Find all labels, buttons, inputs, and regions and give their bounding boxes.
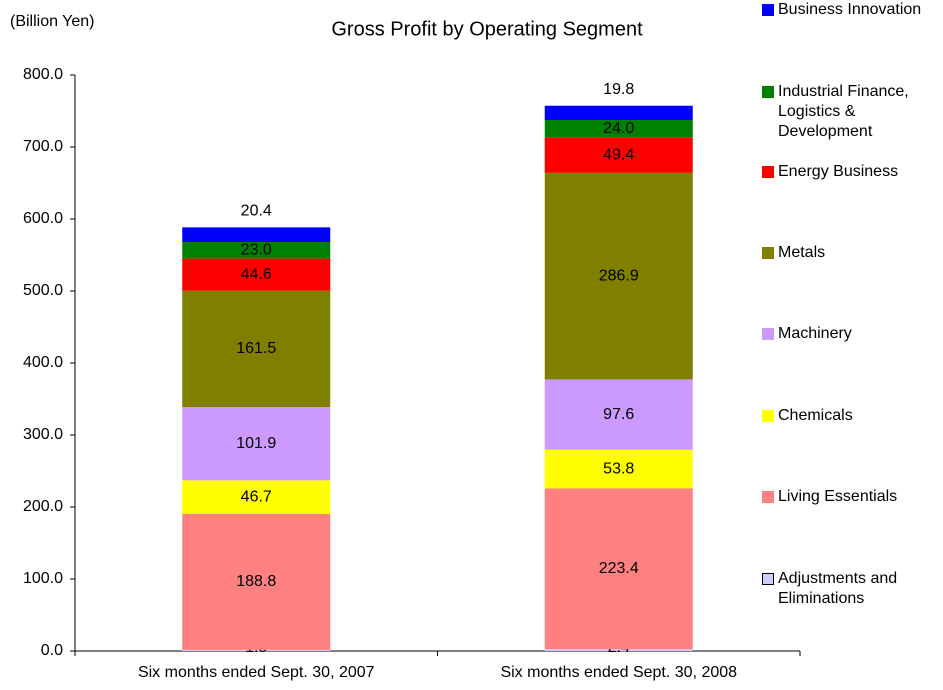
legend-swatch — [762, 166, 774, 178]
bar-segment — [544, 649, 693, 651]
y-tick-label: 800.0 — [23, 66, 63, 83]
legend-swatch — [762, 247, 774, 259]
legend-swatch — [762, 86, 774, 98]
y-axis-label: (Billion Yen) — [10, 13, 95, 30]
legend-label: Chemicals — [778, 407, 853, 424]
data-label: 24.0 — [603, 120, 634, 137]
legend-entry: Industrial Finance, Logistics & Developm… — [762, 82, 942, 142]
legend-label: Industrial Finance, Logistics & Developm… — [778, 83, 909, 140]
legend-label: Energy Business — [778, 163, 899, 180]
data-label: 101.9 — [236, 435, 276, 452]
legend-label: Machinery — [778, 325, 852, 342]
bar-segment — [544, 379, 693, 450]
legend-entry: Energy Business — [762, 162, 942, 182]
data-label: 161.5 — [236, 340, 276, 357]
legend-swatch — [762, 573, 774, 585]
data-label: 44.6 — [241, 266, 272, 283]
y-tick-label: 0.0 — [41, 642, 63, 659]
legend-entry: Adjustments and Eliminations — [762, 569, 942, 609]
bar-segment — [182, 290, 331, 407]
y-tick-label: 700.0 — [23, 138, 63, 155]
legend-swatch — [762, 410, 774, 422]
bar-segment — [544, 105, 693, 120]
bar-segment — [182, 480, 331, 514]
data-label: 223.4 — [599, 560, 639, 577]
legend-swatch — [762, 4, 774, 16]
x-tick-label: Six months ended Sept. 30, 2008 — [500, 664, 737, 681]
data-label: 49.4 — [603, 146, 634, 163]
legend-label: Living Essentials — [778, 488, 898, 505]
legend-label: Business Innovation — [778, 1, 922, 18]
bar-segment — [182, 649, 331, 651]
bar-segment — [544, 137, 693, 173]
bar-segment — [182, 258, 331, 291]
bar-segment — [544, 120, 693, 138]
data-label: 19.8 — [603, 81, 634, 98]
y-tick-label: 300.0 — [23, 426, 63, 443]
legend-label: Metals — [778, 244, 826, 261]
bar-segment — [544, 172, 693, 380]
y-tick-label: 600.0 — [23, 210, 63, 227]
chart-title: Gross Profit by Operating Segment — [331, 18, 643, 40]
bar-segment — [544, 488, 693, 650]
bar-segment — [544, 449, 693, 489]
data-label: 53.8 — [603, 460, 634, 477]
y-tick-label: 500.0 — [23, 282, 63, 299]
y-tick-label: 400.0 — [23, 354, 63, 371]
legend-entry: Machinery — [762, 324, 942, 344]
data-label: 46.7 — [241, 488, 272, 505]
data-label: 23.0 — [241, 242, 272, 259]
y-tick-label: 200.0 — [23, 498, 63, 515]
legend-entry: Chemicals — [762, 406, 942, 426]
legend-swatch — [762, 491, 774, 503]
legend-entry: Living Essentials — [762, 487, 942, 507]
y-tick-label: 100.0 — [23, 570, 63, 587]
legend-entry: Metals — [762, 243, 942, 263]
data-label: 286.9 — [599, 267, 639, 284]
bar-segment — [182, 513, 331, 650]
data-label: 97.6 — [603, 406, 634, 423]
legend-label: Adjustments and Eliminations — [778, 570, 898, 607]
legend-entry: Business Innovation — [762, 0, 942, 20]
bar-segment — [182, 406, 331, 481]
legend-swatch — [762, 328, 774, 340]
bar-segment — [182, 242, 331, 259]
x-tick-label: Six months ended Sept. 30, 2007 — [138, 664, 375, 681]
bar-segment — [182, 227, 331, 243]
data-label: 20.4 — [241, 203, 272, 220]
data-label: 188.8 — [236, 573, 276, 590]
